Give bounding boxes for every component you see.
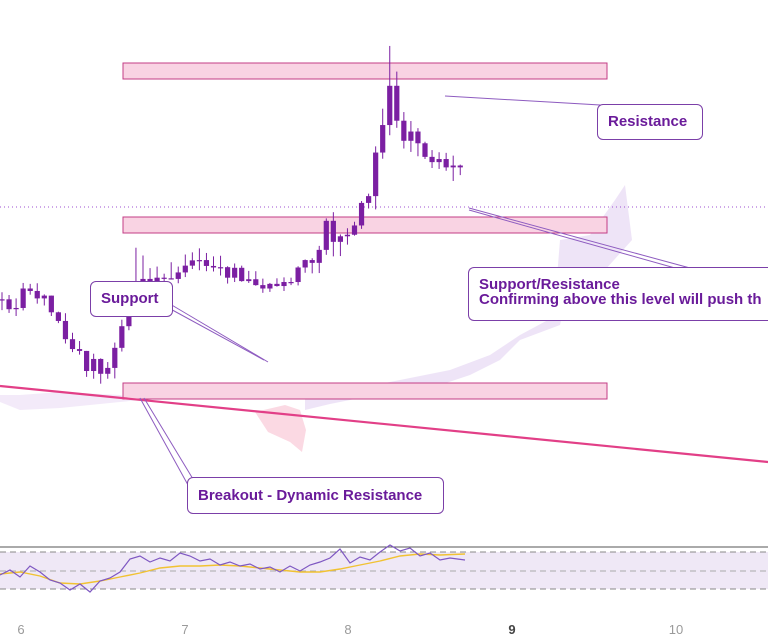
breakout-callout: Breakout - Dynamic Resistance [187, 477, 444, 514]
candle-body [76, 349, 83, 351]
candle-body [253, 279, 259, 286]
candle-body [119, 326, 125, 348]
candle-body [394, 85, 400, 121]
candle-body [302, 260, 308, 268]
candle-body [429, 156, 435, 163]
candle-body [62, 320, 69, 340]
breakout-leader-1 [139, 397, 189, 486]
support-resistance-callout-title: Support/Resistance [479, 276, 620, 293]
support-resistance-callout: Support/Resistance Confirming above this… [468, 267, 768, 321]
candle-body [422, 143, 428, 157]
candle-body [344, 234, 351, 237]
candle-body [415, 131, 421, 144]
support-resistance-zone [122, 216, 608, 234]
candles-group [0, 45, 463, 384]
candle-body [401, 120, 407, 141]
resistance-callout: Resistance [597, 104, 703, 140]
rsi-panel [0, 544, 768, 593]
candle-body [13, 307, 19, 310]
candle-body [168, 278, 174, 280]
candle-body [337, 236, 343, 242]
support-leader-1 [169, 303, 269, 363]
candle-body [105, 367, 111, 374]
candle-body [387, 85, 393, 126]
support-zone [122, 382, 608, 400]
candle-body [274, 283, 280, 287]
x-tick-9: 9 [508, 622, 516, 637]
candle-body [112, 347, 118, 368]
rsi-line [0, 544, 466, 593]
support-resistance-callout-body: Confirming above this level will push th [479, 291, 762, 308]
candle-body [69, 339, 76, 350]
rsi-ma-line [0, 553, 466, 585]
candle-body [0, 299, 5, 301]
cloud-red-region [255, 405, 306, 452]
breakout-callout-label: Breakout - Dynamic Resistance [198, 487, 423, 504]
candle-body [232, 267, 238, 278]
candle-body [91, 358, 97, 372]
support-leader-2 [164, 305, 265, 361]
candle-body [182, 265, 188, 273]
candle-body [309, 260, 315, 263]
candle-body [161, 277, 167, 279]
candle-body [351, 225, 358, 235]
x-tick-7: 7 [181, 622, 189, 637]
candle-body [203, 260, 210, 266]
resistance-leader [444, 95, 601, 112]
candle-body [189, 260, 195, 266]
candle-body [380, 125, 386, 153]
breakout-leader-2 [143, 397, 197, 485]
candle-body [457, 165, 463, 168]
candle-body [6, 299, 12, 310]
candle-body [330, 220, 336, 242]
candle-body [41, 295, 47, 299]
candle-body [366, 196, 372, 203]
candle-body [27, 288, 33, 291]
x-tick-6: 6 [17, 622, 25, 637]
candle-body [210, 265, 217, 268]
candle-body [358, 202, 365, 226]
candle-body [175, 272, 181, 279]
resistance-callout-label: Resistance [608, 113, 688, 130]
candle-body [295, 267, 301, 283]
candle-body [239, 267, 245, 282]
x-tick-8: 8 [344, 622, 352, 637]
candle-body [217, 267, 224, 269]
cloud-left-region [0, 392, 140, 410]
candle-body [323, 220, 329, 250]
candle-body [436, 159, 442, 163]
candle-body [34, 290, 40, 299]
candle-body [48, 295, 54, 313]
candle-body [55, 312, 61, 321]
x-tick-10: 10 [668, 622, 684, 637]
candle-body [281, 282, 287, 287]
candle-body [443, 159, 449, 168]
candle-body [316, 249, 322, 263]
candle-body [408, 131, 414, 141]
candle-body [246, 279, 252, 282]
candle-body [196, 260, 202, 262]
candle-body [373, 152, 379, 197]
support-callout: Support [90, 281, 173, 317]
support-resistance-leader-1 [468, 207, 691, 269]
trendline [0, 384, 768, 464]
candle-body [20, 288, 26, 308]
candle-body [84, 350, 90, 372]
candle-body [288, 282, 294, 284]
support-callout-label: Support [101, 290, 159, 307]
candle-body [267, 283, 273, 289]
support-resistance-leader-2 [468, 209, 676, 269]
candle-body [450, 165, 456, 168]
candle-body [225, 267, 231, 278]
candle-body [98, 358, 104, 374]
candle-body [260, 285, 266, 289]
resistance-zone [122, 62, 608, 80]
